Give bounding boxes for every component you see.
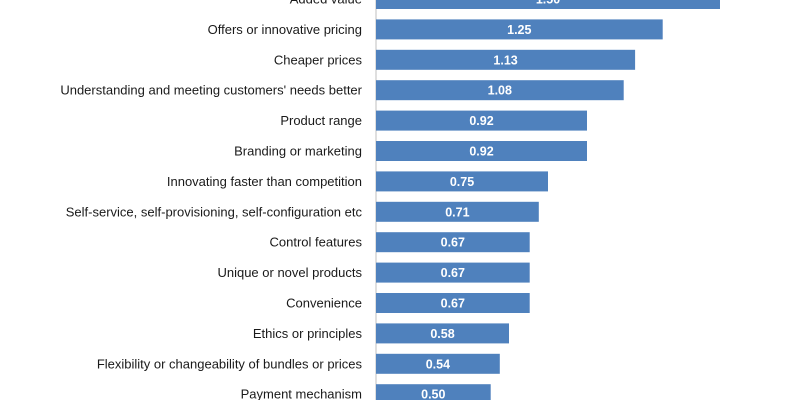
value-label-8: 0.67: [441, 236, 465, 250]
category-label-10: Convenience: [286, 296, 362, 311]
value-label-3: 1.08: [488, 84, 512, 98]
category-label-7: Self-service, self-provisioning, self-co…: [66, 204, 363, 219]
value-label-7: 0.71: [445, 205, 469, 219]
value-labels-group: 1.50 1.25 1.13 1.08 0.92 0.92 0.75 0.71 0.67 0.67…: [421, 0, 560, 400]
bar-0: [376, 0, 720, 9]
category-label-3: Understanding and meeting customers' nee…: [60, 83, 362, 98]
value-label-5: 0.92: [469, 145, 493, 159]
bar-11: [376, 323, 509, 344]
category-label-6: Innovating faster than competition: [167, 174, 362, 189]
value-label-10: 0.67: [441, 297, 465, 311]
category-label-13: Payment mechanism: [241, 387, 362, 400]
category-label-5: Branding or marketing: [234, 144, 362, 159]
bar-13: [376, 384, 491, 400]
bar-4: [376, 110, 587, 131]
category-label-1: Offers or innovative pricing: [208, 22, 362, 37]
category-label-11: Ethics or principles: [253, 326, 363, 341]
value-label-0: 1.50: [536, 0, 560, 7]
category-label-0: Added value: [290, 0, 362, 7]
category-label-9: Unique or novel products: [217, 265, 362, 280]
bar-12: [376, 353, 500, 374]
bar-5: [376, 141, 587, 161]
bar-10: [376, 293, 530, 313]
value-label-9: 0.67: [441, 266, 465, 280]
bars-group: [376, 0, 720, 400]
bar-3: [376, 80, 624, 101]
value-label-1: 1.25: [507, 23, 531, 37]
category-label-8: Control features: [270, 235, 363, 250]
bar-9: [376, 262, 530, 283]
value-label-12: 0.54: [426, 357, 450, 371]
category-label-12: Flexibility or changeability of bundles …: [97, 356, 363, 371]
value-label-2: 1.13: [493, 53, 517, 67]
value-label-13: 0.50: [421, 388, 445, 400]
bar-1: [376, 19, 663, 40]
value-label-11: 0.58: [430, 327, 454, 341]
category-label-2: Cheaper prices: [274, 52, 363, 67]
bar-8: [376, 232, 530, 253]
value-label-4: 0.92: [469, 114, 493, 128]
category-label-4: Product range: [280, 113, 362, 128]
bar-7: [376, 201, 539, 222]
bar-6: [376, 171, 548, 192]
bar-2: [376, 49, 636, 70]
category-labels-group: Added value Offers or innovative pricing C…: [60, 0, 362, 400]
value-label-6: 0.75: [450, 175, 474, 189]
